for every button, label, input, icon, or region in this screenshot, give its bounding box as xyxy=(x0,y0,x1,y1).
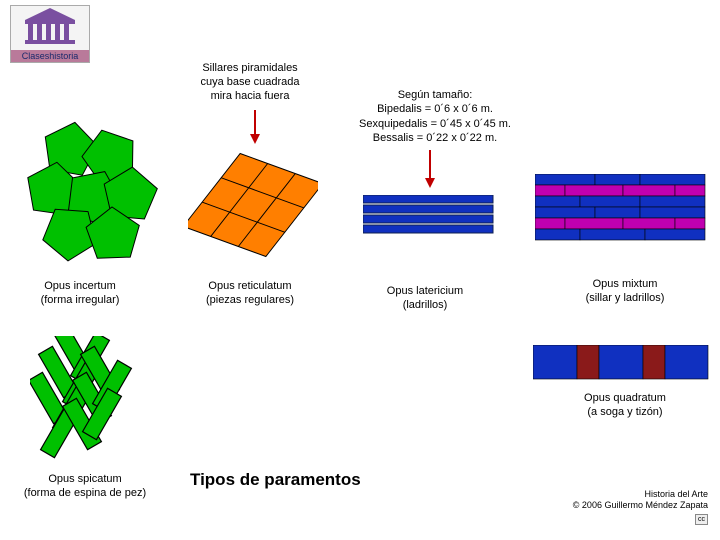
desc-reticulatum: Sillares piramidales cuya base cuadrada … xyxy=(175,62,325,103)
desc-latericium: Según tamaño: Bipedalis = 0´6 x 0´6 m. S… xyxy=(340,88,530,145)
label-line: (sillar y ladrillos) xyxy=(555,292,695,306)
desc-line: Bessalis = 0´22 x 0´22 m. xyxy=(340,131,530,145)
desc-line: Sexquipedalis = 0´45 x 0´45 m. xyxy=(340,117,530,131)
label-line: (forma irregular) xyxy=(20,294,140,308)
arrow-icon xyxy=(420,150,440,190)
label-line: Opus mixtum xyxy=(555,278,695,292)
desc-line: Según tamaño: xyxy=(340,88,530,102)
credits: Historia del Arte © 2006 Guillermo Ménde… xyxy=(573,489,708,525)
logo: Claseshistoria xyxy=(10,5,90,63)
logo-label: Claseshistoria xyxy=(11,50,89,62)
label-line: Opus latericium xyxy=(355,285,495,299)
label-line: (forma de espina de pez) xyxy=(5,487,165,501)
label-mixtum: Opus mixtum (sillar y ladrillos) xyxy=(555,278,695,306)
label-line: Opus reticulatum xyxy=(180,280,320,294)
label-line: Opus spicatum xyxy=(5,473,165,487)
label-line: Opus incertum xyxy=(20,280,140,294)
desc-line: Bipedalis = 0´6 x 0´6 m. xyxy=(340,102,530,116)
cc-badge: cc xyxy=(695,514,708,525)
label-incertum: Opus incertum (forma irregular) xyxy=(20,280,140,308)
credit-line: Historia del Arte xyxy=(573,489,708,501)
desc-line: mira hacia fuera xyxy=(175,90,325,104)
opus-reticulatum xyxy=(188,145,318,270)
temple-icon xyxy=(20,6,80,46)
opus-latericium xyxy=(363,195,503,245)
opus-incertum xyxy=(15,115,165,270)
arrow-icon xyxy=(245,110,265,145)
label-quadratum: Opus quadratum (a soga y tizón) xyxy=(560,392,690,420)
opus-quadratum xyxy=(533,345,713,385)
label-spicatum: Opus spicatum (forma de espina de pez) xyxy=(5,473,165,501)
opus-spicatum xyxy=(30,336,160,466)
label-line: (a soga y tizón) xyxy=(560,406,690,420)
label-line: (ladrillos) xyxy=(355,299,495,313)
label-line: Opus quadratum xyxy=(560,392,690,406)
label-line: (piezas regulares) xyxy=(180,294,320,308)
label-latericium: Opus latericium (ladrillos) xyxy=(355,285,495,313)
opus-mixtum xyxy=(535,174,715,246)
desc-line: cuya base cuadrada xyxy=(175,76,325,90)
credit-line: © 2006 Guillermo Méndez Zapata xyxy=(573,500,708,512)
page-title: Tipos de paramentos xyxy=(190,470,361,490)
label-reticulatum: Opus reticulatum (piezas regulares) xyxy=(180,280,320,308)
desc-line: Sillares piramidales xyxy=(175,62,325,76)
